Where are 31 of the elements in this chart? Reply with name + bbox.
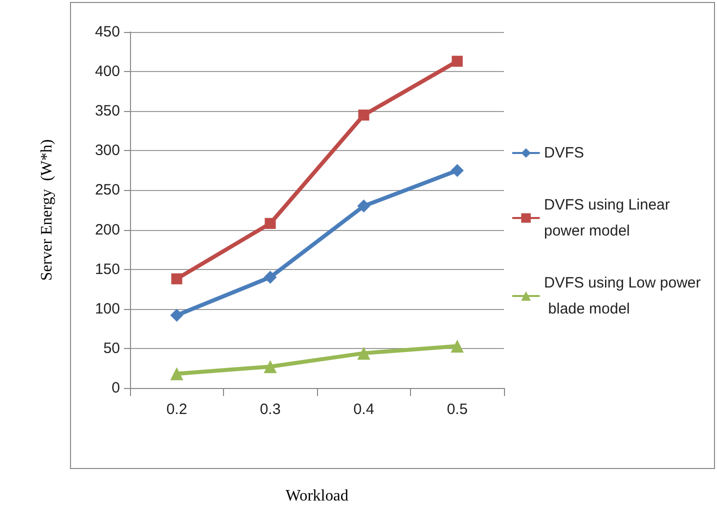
point	[450, 164, 464, 177]
x-tick-label: 0.5	[446, 401, 468, 418]
point	[357, 200, 370, 213]
point	[452, 56, 463, 67]
y-tick-label: 100	[94, 300, 120, 318]
y-tick-label: 400	[94, 63, 120, 80]
y-tick-label: 250	[94, 182, 120, 199]
point	[358, 110, 370, 121]
point	[171, 273, 182, 284]
y-tick-label: 450	[94, 24, 120, 40]
y-axis-title: Server Energy (W*h)	[38, 139, 56, 281]
y-tick-label: 0	[112, 380, 120, 396]
x-tick-label: 0.4	[353, 401, 374, 418]
y-tick-label: 350	[94, 102, 120, 120]
y-tick-label: 200	[94, 221, 120, 238]
x-tick-label: 0.2	[166, 401, 188, 418]
legend-label: DVFS using Linear power model	[544, 196, 674, 240]
point	[264, 360, 277, 374]
point	[264, 218, 276, 229]
x-axis-title: Workload	[286, 488, 348, 504]
point	[264, 270, 277, 284]
y-tick-label: 300	[94, 142, 120, 160]
y-tick-label: 150	[94, 260, 120, 278]
legend-label: DVFS	[544, 144, 584, 162]
legend-label: DVFS using Low power blade model	[544, 274, 701, 318]
point	[450, 340, 464, 353]
point	[357, 346, 370, 360]
x-tick-label: 0.3	[260, 401, 281, 418]
point	[170, 367, 184, 380]
y-tick-label: 50	[103, 340, 120, 357]
point	[170, 308, 184, 322]
